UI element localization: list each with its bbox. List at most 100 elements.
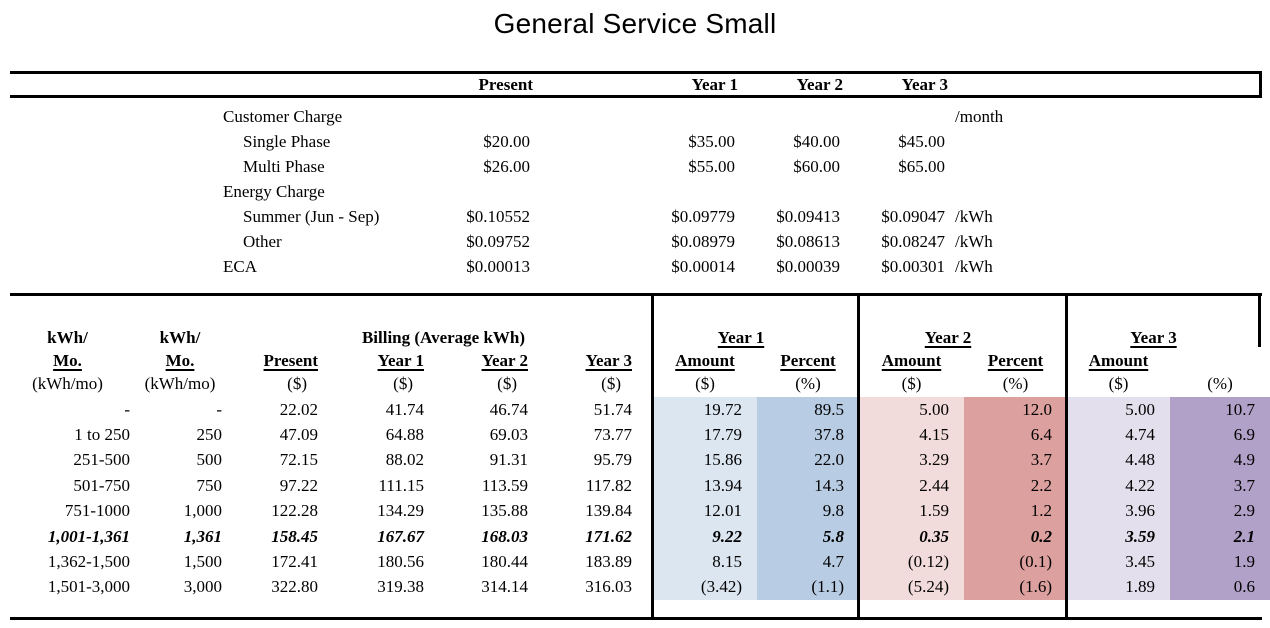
billing-table-right-border [1258,293,1261,347]
year1-group-header: Year 1 [717,327,765,347]
year1-amount-value: (3.42) [653,574,757,601]
avg-header-kwh: kWh/ [159,327,201,347]
avg-header-mo: Mo. [165,350,195,370]
avg-kwh-value: 500 [196,450,223,470]
rate-row-label: Multi Phase [243,156,325,176]
year3-amount-value: 3.59 [1067,523,1170,550]
horizontal-rule [10,95,1262,98]
rate-table-row: Other $0.09752 $0.08979 $0.08613 $0.08247/kW… [0,229,1262,254]
year3-amount-value: 3.96 [1067,498,1170,524]
rate-unit-label: /kWh [955,256,993,276]
rate-year1-value: $0.00014 [671,256,735,276]
tier-range-value: 251-500 [73,450,130,470]
billing-year3-value: 73.77 [593,425,632,445]
rate-year2-value: $0.09413 [776,206,840,226]
rate-year3-value: $45.00 [898,131,945,151]
billing-year1-value: 88.02 [385,450,424,470]
billing-present-value: 322.80 [271,577,318,597]
rate-year3-value: $0.00301 [881,256,945,276]
billing-year1-value: 111.15 [378,475,425,495]
billing-year1-value: 134.29 [377,501,424,521]
rate-year1-value: $35.00 [688,131,735,151]
avg-kwh-value: 250 [196,425,223,445]
year3-amount-header: Amount [1088,350,1149,370]
rate-year2-value [740,179,845,204]
billing-header-line1: kWh/ kWh/ Billing (Average kWh) Year 1 Y… [0,326,1270,349]
year3-percent-value: 2.1 [1170,523,1270,550]
year2-percent-value: 6.4 [964,422,1067,448]
year3-amount-value: 4.74 [1067,422,1170,448]
year2-group-divider [857,293,860,620]
year3-amount-value: 4.48 [1067,447,1170,474]
billing-table-row: - -22.02 41.74 46.74 51.74 19.72 89.5 5.00 12.0 5… [0,397,1270,423]
tier-unit: (kWh/mo) [32,373,103,393]
rate-row-label: Energy Charge [223,181,325,201]
year3-percent-value: 0.6 [1170,574,1270,601]
rate-header-year3: Year 3 [901,74,948,94]
tier-range-value: 501-750 [73,475,130,495]
rate-unit-label [950,129,1252,154]
avg-kwh-value: 1,361 [183,526,222,546]
rate-table-row: Customer Charge/month [0,104,1262,129]
year2-percent-value: 12.0 [964,397,1067,423]
year2-amount-value: 4.15 [859,422,964,448]
year3-group-divider [1065,293,1068,620]
billing-year2-value: 113.59 [481,475,528,495]
year1-percent-value: 14.3 [757,473,859,499]
tier-range-value: 751-1000 [64,501,130,521]
billing-header-line3: (kWh/mo) (kWh/mo) ($) ($) ($) ($) ($) (%… [0,372,1270,395]
rate-unit-label: /month [955,106,1004,126]
year2-amount-unit: ($) [901,373,922,393]
year1-amount-value: 15.86 [653,447,757,474]
avg-kwh-value: - [216,399,222,419]
year1-percent-value: 89.5 [757,397,859,423]
year1-percent-header: Percent [780,350,836,370]
year3-percent-value: 10.7 [1170,397,1270,423]
rate-unit-label: /kWh [955,206,993,226]
rate-table-right-border [1259,71,1262,98]
rate-year3-value [845,104,950,129]
year2-percent-value: 3.7 [964,447,1067,474]
year2-amount-value: 0.35 [859,523,964,550]
rate-table-header: Present Year 1 Year 2 Year 3 [0,74,1252,95]
rate-row-label: Customer Charge [223,106,343,126]
year2-percent-value: 2.2 [964,473,1067,499]
billing-present-value: 122.28 [271,501,318,521]
avg-kwh-value: 1,000 [183,501,222,521]
avg-kwh-value: 1,500 [183,552,222,572]
billing-header-present: Present [263,350,318,370]
year3-amount-value: 1.89 [1067,574,1170,601]
year3-amount-unit: ($) [1108,373,1129,393]
rate-table-row: Energy Charge [0,179,1262,204]
rate-row-label: Single Phase [243,131,331,151]
year1-amount-value: 13.94 [653,473,757,499]
year2-amount-header: Amount [881,350,942,370]
year2-percent-value: (0.1) [964,549,1067,575]
year2-percent-unit: (%) [1002,373,1029,393]
tier-range-value: 1 to 250 [74,425,130,445]
billing-year1-value: 167.67 [377,526,424,546]
billing-year1-value: 64.88 [385,425,424,445]
rate-unit-label [950,179,1252,204]
tier-range-value: 1,501-3,000 [47,577,130,597]
year3-percent-value: 4.9 [1170,447,1270,474]
horizontal-rule [10,617,1262,620]
year2-amount-value: 3.29 [859,447,964,474]
avg-kwh-value: 750 [196,475,223,495]
billing-year2-value: 46.74 [489,399,528,419]
year2-amount-value: (0.12) [859,549,964,575]
year1-amount-value: 12.01 [653,498,757,524]
rate-year1-value: $0.08979 [671,231,735,251]
year1-amount-value: 17.79 [653,422,757,448]
rate-year1-value: $55.00 [688,156,735,176]
billing-present-value: 158.45 [271,526,318,546]
year1-percent-unit: (%) [795,373,821,393]
year3-percent-value: 6.9 [1170,422,1270,448]
billing-header-year2: Year 2 [481,350,528,370]
billing-year3-value: 139.84 [585,501,632,521]
rate-year2-value: $0.08613 [776,231,840,251]
billing-table-row: 1,362-1,500 1,500 172.41 180.56 180.44 183.89… [0,549,1270,575]
rate-table: Present Year 1 Year 2 Year 3 Customer Ch… [0,71,1270,293]
year2-percent-header: Percent [987,350,1044,370]
billing-table-row: 1,501-3,000 3,000 322.80 319.38 314.14 316.03… [0,574,1270,601]
